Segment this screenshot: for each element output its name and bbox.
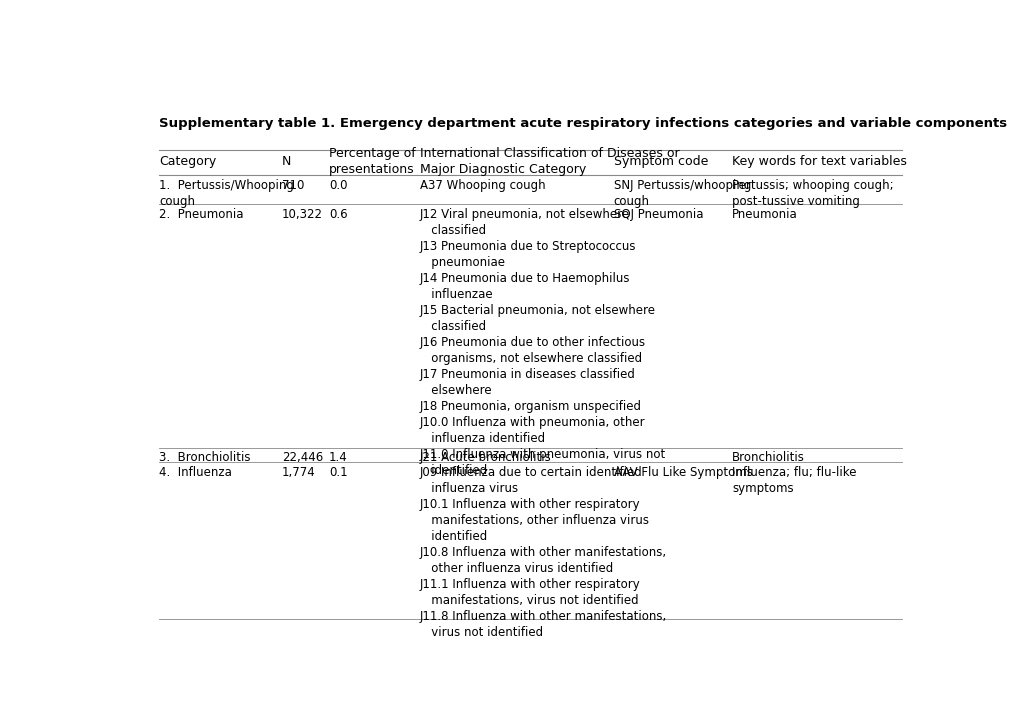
- Text: Supplementary table 1. Emergency department acute respiratory infections categor: Supplementary table 1. Emergency departm…: [159, 117, 1006, 130]
- Text: 1.4: 1.4: [329, 451, 347, 464]
- Text: Percentage of
presentations: Percentage of presentations: [329, 147, 416, 176]
- Text: J21 Acute bronchiolitis: J21 Acute bronchiolitis: [420, 451, 551, 464]
- Text: International Classification of Diseases or
Major Diagnostic Category: International Classification of Diseases…: [420, 147, 679, 176]
- Text: 0.1: 0.1: [329, 466, 347, 479]
- Text: 1,774: 1,774: [281, 466, 315, 479]
- Text: Pertussis; whooping cough;
post-tussive vomiting: Pertussis; whooping cough; post-tussive …: [732, 180, 893, 208]
- Text: Key words for text variables: Key words for text variables: [732, 155, 906, 168]
- Text: N: N: [281, 155, 290, 168]
- Text: 2.  Pneumonia: 2. Pneumonia: [159, 208, 244, 221]
- Text: Pneumonia: Pneumonia: [732, 208, 797, 221]
- Text: SQJ Pneumonia: SQJ Pneumonia: [613, 208, 702, 221]
- Text: 710: 710: [281, 180, 304, 193]
- Text: A37 Whooping cough: A37 Whooping cough: [420, 180, 545, 193]
- Text: 0.6: 0.6: [329, 208, 347, 221]
- Text: Category: Category: [159, 155, 216, 168]
- Text: Influenza; flu; flu-like
symptoms: Influenza; flu; flu-like symptoms: [732, 466, 856, 495]
- Text: Symptom code: Symptom code: [613, 155, 707, 168]
- Text: J12 Viral pneumonia, not elsewhere
   classified
J13 Pneumonia due to Streptococ: J12 Viral pneumonia, not elsewhere class…: [420, 208, 665, 477]
- Text: 0.0: 0.0: [329, 180, 347, 193]
- Text: J09 Influenza due to certain identified
   influenza virus
J10.1 Influenza with : J09 Influenza due to certain identified …: [420, 466, 666, 639]
- Text: 22,446: 22,446: [281, 451, 323, 464]
- Text: Bronchiolitis: Bronchiolitis: [732, 451, 804, 464]
- Text: 3.  Bronchiolitis: 3. Bronchiolitis: [159, 451, 251, 464]
- Text: AAV Flu Like Symptoms: AAV Flu Like Symptoms: [613, 466, 752, 479]
- Text: 1.  Pertussis/Whooping
cough: 1. Pertussis/Whooping cough: [159, 180, 293, 208]
- Text: 4.  Influenza: 4. Influenza: [159, 466, 231, 479]
- Text: SNJ Pertussis/whooping
cough: SNJ Pertussis/whooping cough: [613, 180, 750, 208]
- Text: 10,322: 10,322: [281, 208, 322, 221]
